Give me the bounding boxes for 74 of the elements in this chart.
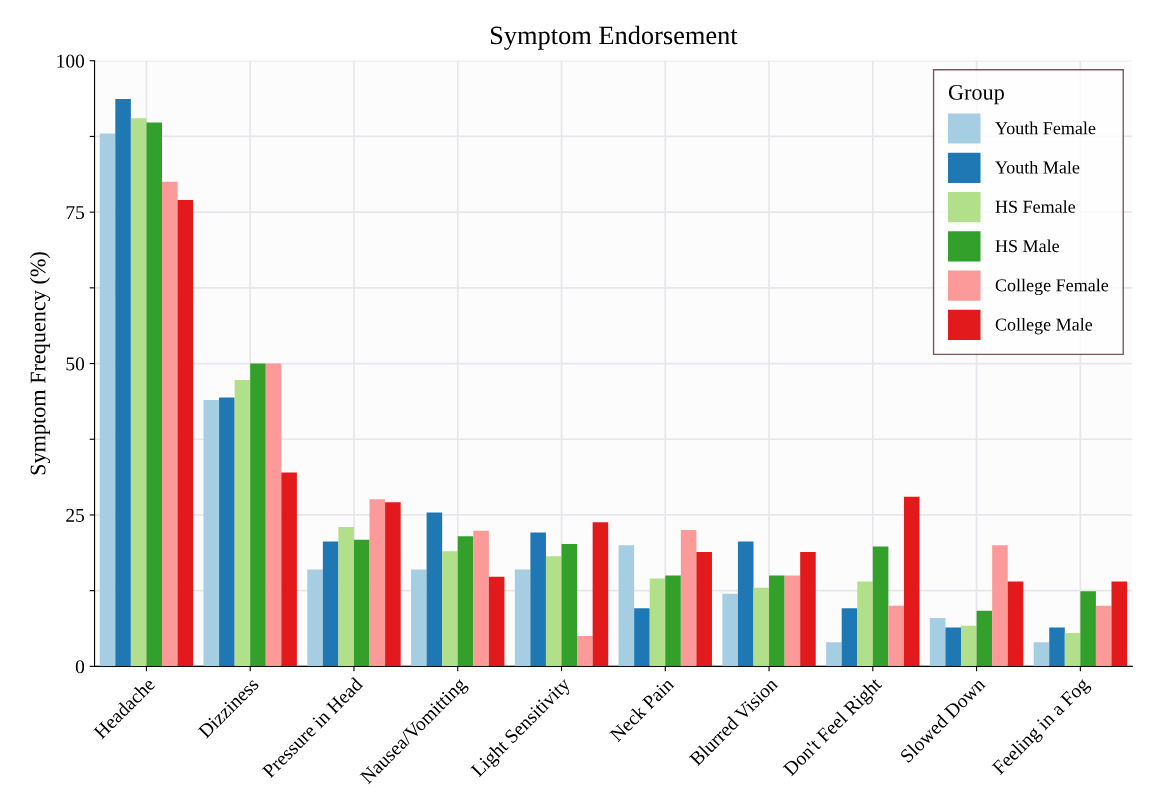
bar bbox=[442, 551, 458, 667]
bar bbox=[826, 642, 842, 667]
bar bbox=[1095, 605, 1112, 667]
bar bbox=[634, 608, 650, 667]
bar bbox=[696, 551, 712, 667]
bar bbox=[545, 556, 562, 667]
bar bbox=[177, 200, 194, 667]
bar bbox=[162, 181, 178, 667]
legend-title: Group bbox=[948, 84, 1004, 105]
bar bbox=[592, 522, 609, 667]
y-tick-label: 25 bbox=[66, 508, 85, 522]
bar bbox=[649, 578, 666, 667]
bar bbox=[115, 98, 131, 667]
bar bbox=[976, 610, 993, 667]
bar bbox=[1033, 642, 1050, 667]
bar bbox=[888, 605, 904, 667]
bar bbox=[618, 545, 635, 667]
legend-label: Youth Female bbox=[995, 121, 1096, 135]
bar bbox=[769, 575, 785, 667]
bar bbox=[800, 551, 816, 667]
bar bbox=[385, 502, 401, 667]
bar bbox=[281, 472, 297, 667]
bar bbox=[250, 363, 266, 667]
bar bbox=[99, 133, 116, 667]
y-tick-label: 100 bbox=[57, 54, 85, 68]
legend-label: College Male bbox=[995, 317, 1093, 335]
bar bbox=[841, 608, 858, 667]
bar bbox=[307, 569, 323, 667]
bar bbox=[945, 627, 962, 667]
bar bbox=[722, 593, 738, 667]
bar bbox=[530, 532, 546, 667]
bar bbox=[411, 569, 427, 667]
bar bbox=[577, 636, 593, 667]
bar bbox=[992, 545, 1008, 667]
legend-label: Youth Male bbox=[995, 160, 1080, 174]
bar bbox=[680, 530, 697, 667]
bar bbox=[426, 512, 443, 667]
bar bbox=[753, 587, 770, 667]
bar bbox=[737, 541, 754, 667]
legend-label: HS Male bbox=[995, 239, 1060, 253]
bar bbox=[857, 581, 873, 667]
bar bbox=[903, 496, 920, 667]
bar bbox=[929, 617, 946, 667]
bar bbox=[203, 399, 220, 667]
bar bbox=[130, 118, 147, 667]
y-tick-label: 0 bbox=[75, 660, 85, 674]
bar bbox=[338, 527, 354, 667]
bar bbox=[353, 539, 370, 667]
bar bbox=[1080, 591, 1096, 667]
bar bbox=[872, 546, 889, 667]
bar bbox=[665, 575, 681, 667]
bar bbox=[369, 499, 386, 667]
bar bbox=[784, 575, 801, 667]
chart-title: Symptom Endorsement bbox=[490, 25, 738, 50]
bar bbox=[1064, 633, 1081, 667]
legend-label: College Female bbox=[995, 278, 1109, 296]
bar bbox=[457, 536, 474, 667]
bar bbox=[1111, 581, 1128, 667]
bar bbox=[1007, 581, 1024, 667]
bar bbox=[234, 379, 251, 667]
bar bbox=[488, 576, 505, 667]
bar bbox=[514, 569, 531, 667]
bar bbox=[322, 541, 339, 667]
bar bbox=[1049, 627, 1065, 667]
bar bbox=[146, 122, 162, 667]
bar bbox=[473, 530, 489, 667]
y-tick-label: 50 bbox=[66, 357, 85, 371]
bar bbox=[561, 544, 578, 667]
bar bbox=[219, 397, 235, 667]
bar bbox=[265, 363, 282, 667]
bar bbox=[961, 625, 977, 667]
legend-label: HS Female bbox=[995, 200, 1076, 213]
y-tick-label: 75 bbox=[66, 206, 85, 220]
y-axis-title: Symptom Frequency (%) bbox=[29, 252, 51, 475]
